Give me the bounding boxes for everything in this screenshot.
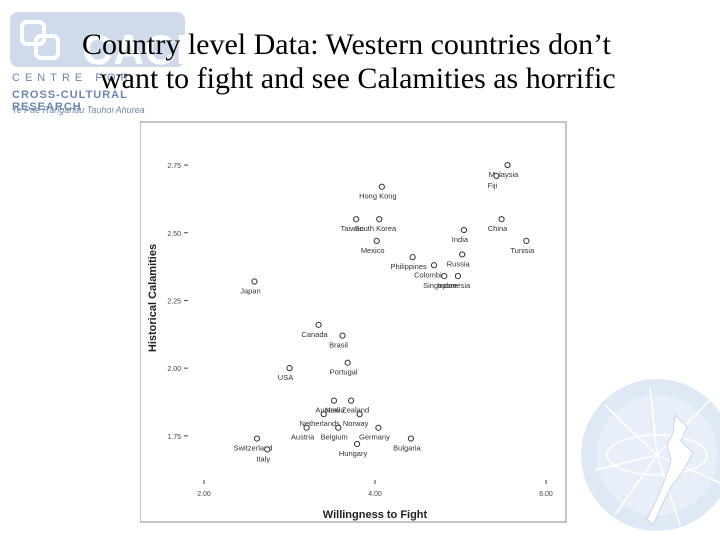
data-point-label: Australia [315,406,345,415]
data-point [251,278,258,285]
data-point-label: New Zealand [325,406,369,415]
data-point-label: Colombia [414,270,447,279]
logo-line-research: CROSS-CULTURAL RESEARCH [12,89,128,113]
data-point-label: India [452,235,469,244]
data-point-label: Netherlands [299,419,340,428]
y-tick-label: 2.00 [167,366,181,373]
data-point [353,216,360,223]
globe-icon [581,379,720,531]
data-point-label: Mexico [361,246,385,255]
y-axis-label: Historical Calamities [147,244,159,352]
logo-badge: CACR [10,12,206,73]
data-point [504,161,511,169]
data-point [286,365,293,372]
scatter-chart: 2.75 2.50 2.25 2.00 1.75 2.00 4.00 6.00 Malays… [140,121,567,523]
data-point [459,251,466,258]
x-tick-label: 4.00 [368,491,382,498]
x-tick-label: 2.00 [197,491,211,498]
data-point [493,172,500,180]
slide-title-line-1: Country level Data: Western countries do… [82,28,611,61]
data-point [353,440,361,448]
data-point-label: Bulgaria [393,444,421,453]
data-point [441,272,448,280]
y-tick-label: 1.75 [167,434,181,441]
data-point [330,397,338,404]
data-point [498,216,505,223]
data-point-label: USA [278,373,293,382]
data-point-label: Hungary [339,449,368,458]
data-point-label: Belgium [321,433,348,442]
data-point [303,424,310,431]
x-axis-label: Willingness to Fight [323,509,428,521]
data-point [373,237,380,244]
data-point [315,321,322,328]
slide-title-line-2: want to fight and see Calamities as horr… [100,62,616,95]
data-point [407,435,415,442]
data-point [264,446,271,453]
data-point-label: Canada [301,330,328,339]
data-point-label: Portugal [330,368,358,377]
x-axis: 2.00 4.00 6.00 [197,480,553,498]
data-point [375,424,382,431]
data-point-label: Fiji [488,181,498,190]
data-point [320,411,327,418]
data-point [347,397,355,404]
chart-frame [140,121,567,523]
data-point-label: Austria [291,433,315,442]
data-point [454,272,462,280]
data-point-label: Philippines [390,262,427,271]
data-point-label: South Korea [354,224,397,233]
data-point-label: Russia [447,259,471,268]
logo-mark-icon [20,20,60,60]
data-point-label: Italy [256,454,270,463]
y-tick-label: 2.50 [167,231,181,238]
data-point [253,435,261,442]
data-point-label: Germany [359,433,390,442]
x-tick-label: 6.00 [539,491,553,498]
data-point [460,226,468,234]
logo-line-maori: Te Pae Rangahau Tauhoi Ahurea [12,105,145,115]
y-tick-label: 2.25 [167,298,181,305]
data-point-label: Brasil [329,341,348,350]
y-tick-label: 2.75 [167,163,181,170]
data-point-label: China [488,224,508,233]
logo-wordmark: CACR [82,26,208,73]
data-point [339,332,346,339]
data-point [430,262,438,269]
data-point-label: Singapore [423,281,457,290]
data-point [356,411,363,418]
data-point-label: Japan [240,287,260,296]
slide-title: Country level Data: Western countries do… [82,28,682,96]
data-point [335,424,342,431]
data-point-label: Taiwan [341,224,364,233]
cacr-logo: CACR CENTRE FOR CROSS-CULTURAL RESEARCH … [0,0,206,120]
y-axis: 2.75 2.50 2.25 2.00 1.75 [167,163,188,441]
data-point [344,359,351,366]
logo-line-centre: CENTRE FOR [12,72,134,84]
data-point [409,254,416,261]
data-point-label: Malaysia [489,170,519,179]
data-points: Malaysia Fiji Hong Kong China India Tunisia Ta… [234,161,535,463]
data-point [376,216,383,223]
data-point-label: Hong Kong [359,192,397,201]
data-point [378,183,385,190]
data-point-label: Tunisia [510,246,535,255]
data-point [523,237,530,244]
data-point-label: Switzerland [234,444,273,453]
data-point-label: Indonesia [438,281,471,290]
data-point-label: Norway [343,419,369,428]
